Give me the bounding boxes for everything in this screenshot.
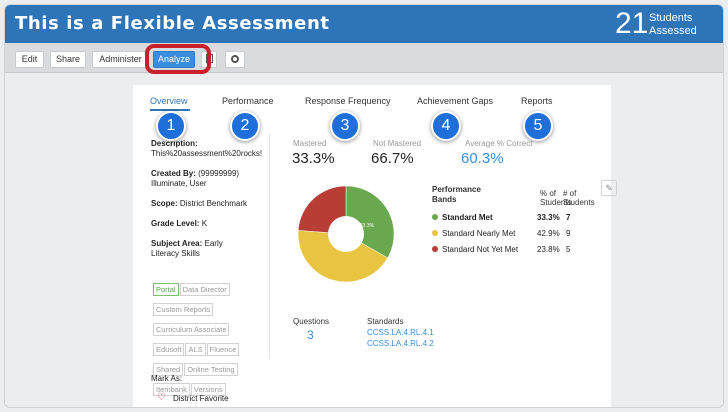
legend-count: 7: [566, 213, 570, 222]
average-correct-value: 60.3%: [461, 150, 504, 167]
not-mastered-value: 66.7%: [371, 150, 414, 167]
step-badge-5: 5: [523, 111, 553, 141]
not-mastered-label: Not Mastered: [373, 139, 421, 148]
students-count: 21: [615, 7, 648, 41]
gear-icon: [231, 55, 239, 63]
legend-dot: [432, 230, 438, 236]
questions-count[interactable]: 3: [307, 328, 314, 342]
legend-label: Standard Nearly Met: [442, 229, 515, 238]
tag-portal[interactable]: Portal: [153, 283, 179, 296]
tab-reports[interactable]: Reports: [521, 96, 553, 106]
tab-response-frequency[interactable]: Response Frequency: [305, 96, 391, 106]
mastered-value: 33.3%: [292, 150, 335, 167]
standards-label: Standards: [367, 317, 403, 326]
tag-data-director[interactable]: Data Director: [180, 283, 230, 296]
subject-area-field: Subject Area: Early Literacy Skills: [151, 239, 269, 259]
students-label: Students Assessed: [649, 12, 697, 38]
analyze-highlight: [145, 44, 211, 74]
mark-as-label: Mark As:: [151, 374, 269, 384]
tab-performance[interactable]: Performance: [222, 96, 274, 106]
performance-pie-chart: 33.3%: [295, 183, 397, 285]
legend-dot: [432, 246, 438, 252]
legend-percent: 23.8%: [537, 245, 560, 254]
share-button[interactable]: Share: [50, 51, 86, 68]
description-field: Description: This%20assessment%20rocks!: [151, 139, 269, 159]
scope-field: Scope: District Benchmark: [151, 199, 269, 209]
app-window: This is a Flexible Assessment 21 Student…: [4, 4, 724, 408]
legend-row: Standard Not Yet Met: [432, 245, 518, 255]
standard-link[interactable]: CCSS.LA.4.RL.4.2: [367, 339, 434, 348]
tab-achievement-gaps[interactable]: Achievement Gaps: [417, 96, 493, 106]
step-badge-4: 4: [431, 111, 461, 141]
administer-button[interactable]: Administer: [92, 51, 149, 68]
edit-button[interactable]: Edit: [15, 51, 44, 68]
heart-icon[interactable]: ♡: [157, 392, 166, 403]
questions-label: Questions: [293, 317, 329, 326]
step-badge-2: 2: [230, 111, 260, 141]
standard-link[interactable]: CCSS.LA.4.RL.4.1: [367, 328, 434, 337]
legend-row: Standard Met: [432, 213, 493, 223]
tag-curriculum-associate[interactable]: Curriculum Associate: [153, 323, 229, 336]
created-by-field: Created By: (99999999) Illuminate, User: [151, 169, 269, 189]
district-favorite-link[interactable]: District Favorite: [173, 394, 291, 404]
header-bar: This is a Flexible Assessment 21 Student…: [5, 5, 724, 43]
legend-percent: 42.9%: [537, 229, 560, 238]
legend-count: 9: [566, 229, 570, 238]
tag-fluence[interactable]: Fluence: [207, 343, 240, 356]
tag-custom-reports[interactable]: Custom Reports: [153, 303, 213, 316]
step-badge-3: 3: [330, 111, 360, 141]
mastered-label: Mastered: [293, 139, 326, 148]
page-title: This is a Flexible Assessment: [15, 13, 330, 34]
legend-dot: [432, 214, 438, 220]
average-correct-label: Average % Correct: [465, 139, 532, 148]
pencil-icon[interactable]: ✎: [601, 180, 617, 196]
tag-als[interactable]: ALS: [185, 343, 205, 356]
toolbar: Edit Share Administer Analyze: [5, 43, 724, 73]
legend-label: Standard Met: [442, 213, 493, 222]
legend-row: Standard Nearly Met: [432, 229, 515, 239]
pie-slice-label: 33.3%: [360, 223, 375, 229]
grade-level-field: Grade Level: K: [151, 219, 269, 229]
legend-label: Standard Not Yet Met: [442, 245, 518, 254]
settings-button[interactable]: [225, 51, 245, 68]
tab-overview[interactable]: Overview: [150, 96, 188, 106]
legend-percent: 33.3%: [537, 213, 560, 222]
legend-title: Performance Bands: [432, 185, 481, 205]
tag-edusoft[interactable]: Edusoft: [153, 343, 184, 356]
pie-hole: [328, 216, 364, 252]
count-column-header: # of Students: [563, 189, 595, 207]
step-badge-1: 1: [156, 111, 186, 141]
column-divider: [269, 133, 270, 359]
legend-count: 5: [566, 245, 570, 254]
